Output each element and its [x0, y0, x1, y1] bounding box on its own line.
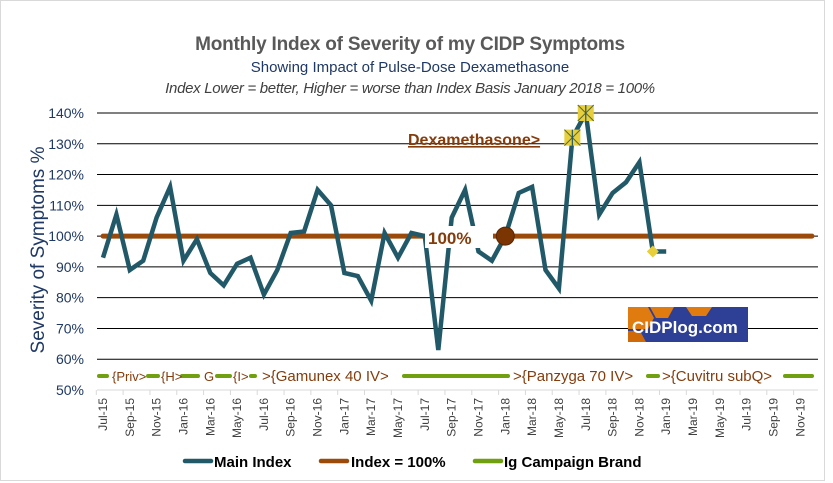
x-tick-label: Nov-16	[311, 398, 325, 437]
x-tick-label: Jan-16	[176, 398, 190, 435]
y-tick-label: 130%	[48, 136, 84, 152]
x-tick-label: Jan-19	[659, 398, 673, 435]
campaign-bar: {Priv> {H> G {I> >{Gamunex 40 IV> >{Panzyga 7…	[97, 368, 814, 385]
x-tick-label: Sep-17	[445, 398, 459, 437]
x-tick-label: Sep-19	[767, 398, 781, 437]
y-tick-label: 120%	[48, 167, 84, 183]
x-tick-label: Jul-16	[257, 398, 271, 431]
campaign-label: >{Cuvitru subQ>	[662, 368, 772, 385]
y-tick-label: 80%	[56, 290, 84, 306]
campaign-label: {H>	[161, 369, 182, 384]
basis-point-marker	[495, 226, 515, 246]
y-tick-label: 50%	[56, 382, 84, 398]
cidplog-logo: CIDPlog.com	[628, 307, 748, 342]
main-index-line	[100, 105, 667, 351]
chart-title: Monthly Index of Severity of my CIDP Sym…	[195, 34, 625, 55]
campaign-label: {Priv>	[112, 369, 146, 384]
legend-label: Ig Campaign Brand	[504, 454, 642, 471]
x-tick-label: Jul-19	[740, 398, 754, 431]
annotations: 100% Dexamethasone>	[408, 132, 540, 248]
logo-text: CIDPlog.com	[632, 318, 738, 337]
legend: Main Index Index = 100% Ig Campaign Brand	[182, 454, 642, 471]
y-tick-label: 90%	[56, 259, 84, 275]
highlight-diamond-marker	[646, 245, 659, 258]
x-tick-label: Sep-15	[123, 398, 137, 437]
x-tick-label: Nov-15	[150, 398, 164, 437]
x-tick-label: Jul-17	[418, 398, 432, 431]
logo-hex-3	[686, 307, 712, 316]
logo-hex-2	[650, 307, 674, 318]
x-tick-label: Mar-17	[364, 398, 378, 436]
x-tick-label: Nov-17	[471, 398, 485, 437]
x-tick-label: May-16	[230, 398, 244, 438]
x-tick-label: Nov-18	[632, 398, 646, 437]
logo-hex-4	[628, 331, 646, 342]
logo-hex-1	[628, 307, 654, 329]
y-axis-label: Severity of Symptoms %	[28, 146, 49, 353]
y-tick-label: 70%	[56, 320, 84, 336]
label-dexamethasone: Dexamethasone>	[408, 132, 540, 149]
campaign-label: >{Panzyga 70 IV>	[513, 368, 633, 385]
main-index-series	[100, 105, 667, 351]
chart-subtitle-2: Index Lower = better, Higher = worse tha…	[165, 80, 655, 97]
campaign-label: {I>	[233, 369, 249, 384]
legend-label: Main Index	[214, 454, 292, 471]
y-axis-ticks: 50% 60% 70% 80% 90% 100% 110% 120% 130% 140%	[48, 105, 84, 398]
label-100-background	[425, 226, 493, 248]
y-tick-label: 100%	[48, 228, 84, 244]
x-tick-label: Jul-18	[579, 398, 593, 431]
campaign-label: >{Gamunex 40 IV>	[262, 368, 389, 385]
x-tick-label: Sep-16	[284, 398, 298, 437]
x-tick-label: Jan-17	[337, 398, 351, 435]
y-tick-label: 140%	[48, 105, 84, 121]
x-tick-label: Mar-18	[525, 398, 539, 436]
x-tick-label: Mar-19	[686, 398, 700, 436]
highlight-markers	[495, 104, 659, 258]
y-tick-label: 60%	[56, 351, 84, 367]
x-tick-label: May-18	[552, 398, 566, 438]
x-axis	[95, 389, 818, 395]
x-tick-label: Nov-19	[793, 398, 807, 437]
x-tick-label: Jan-18	[498, 398, 512, 435]
y-tick-label: 110%	[49, 197, 84, 213]
campaign-label: G	[204, 369, 214, 384]
x-tick-label: Mar-16	[203, 398, 217, 436]
legend-label: Index = 100%	[351, 454, 446, 471]
x-tick-label: Jul-15	[96, 398, 110, 431]
label-100-percent: 100%	[428, 229, 471, 248]
chart-subtitle: Showing Impact of Pulse-Dose Dexamethaso…	[250, 59, 570, 76]
x-axis-ticks: Jul-15 Sep-15 Nov-15 Jan-16 Mar-16 May-16 Jul-…	[96, 398, 807, 438]
x-tick-label: May-17	[391, 398, 405, 438]
x-tick-label: May-19	[713, 398, 727, 438]
x-tick-label: Sep-18	[606, 398, 620, 437]
